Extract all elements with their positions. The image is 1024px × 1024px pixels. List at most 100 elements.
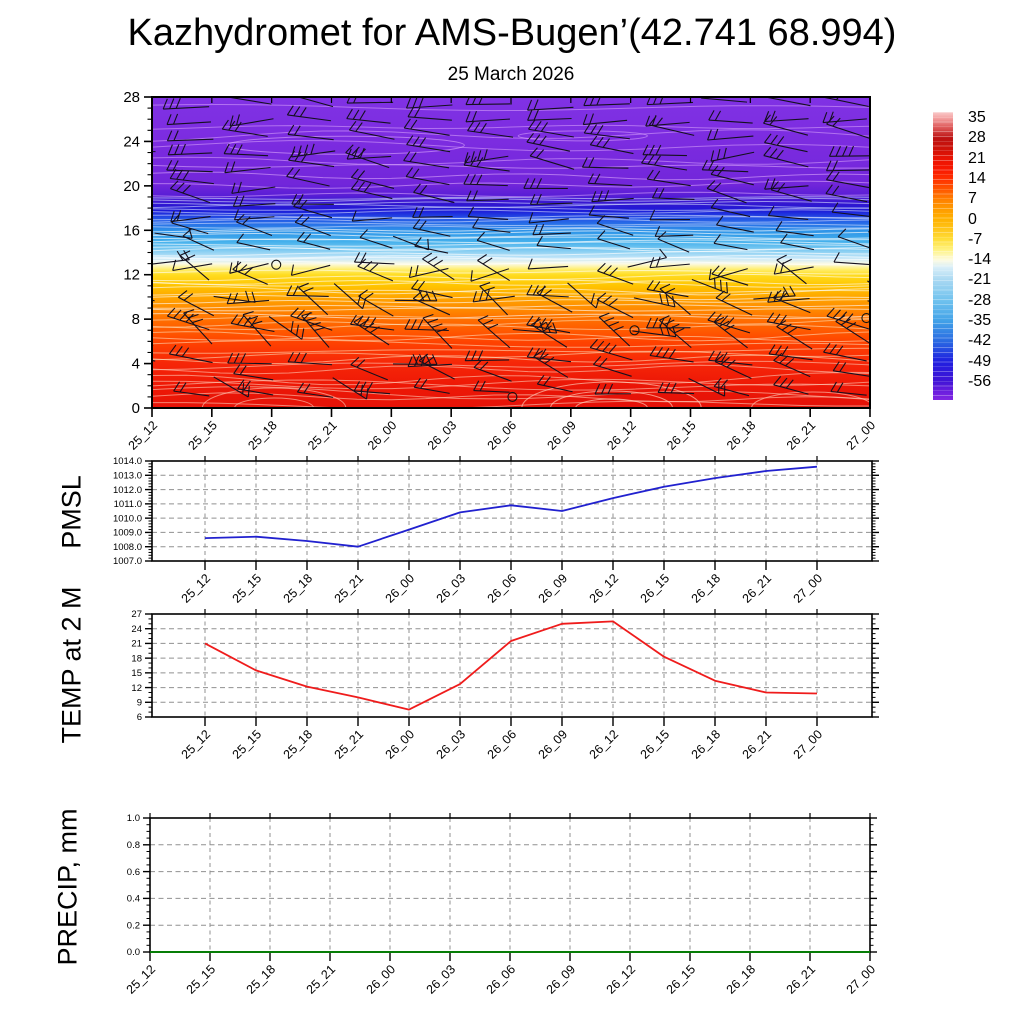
wind-barb: [166, 113, 211, 126]
wind-barb-tick: [405, 167, 413, 177]
wind-barb-tick: [669, 323, 680, 330]
wind-barb-staff: [345, 152, 390, 169]
y-axis-tick-label: 6: [137, 712, 142, 723]
wind-barb: [464, 350, 510, 362]
wind-barb: [770, 181, 812, 202]
wind-barb-tick: [602, 342, 611, 352]
wind-barb-tick: [471, 350, 477, 361]
wind-barb: [583, 123, 630, 140]
colorbar-labels: 35 28 21 14 7 0 -7 -14 -21 -28 -35 -42 -49 -56: [968, 110, 1024, 400]
wind-barb-tick: [235, 260, 239, 272]
wind-barb-staff: [632, 330, 677, 338]
wind-barb-staff: [826, 179, 870, 189]
wind-barb-tick: [303, 144, 309, 156]
wind-barb-tick: [417, 280, 425, 291]
wind-barb: [286, 167, 330, 187]
wind-barb-tick: [536, 193, 542, 205]
contour-line: [152, 273, 870, 282]
wind-barb: [358, 289, 394, 317]
wind-barb-tick: [112, 207, 116, 217]
wind-barb-tick: [657, 231, 667, 240]
wind-barb-tick: [180, 143, 186, 155]
wind-barb: [527, 258, 569, 270]
wind-barb-tick: [832, 309, 841, 319]
wind-barb-tick: [596, 214, 606, 224]
wind-barb: [567, 282, 600, 309]
x-axis-tick-label: 25_15: [230, 571, 265, 606]
wind-barb: [291, 193, 334, 205]
wind-barb-staff: [465, 118, 510, 123]
wind-barb-tick: [779, 355, 789, 364]
wind-barb-tick: [188, 227, 193, 239]
wind-barb-tick: [303, 287, 314, 293]
wind-barb-tick: [845, 313, 854, 323]
contour-line: [152, 222, 870, 227]
wind-barb-tick: [427, 256, 438, 263]
wind-barb-tick: [125, 346, 132, 355]
wind-barb-tick: [764, 133, 772, 143]
wind-barb-tick: [358, 319, 369, 327]
wind-barb-tick: [412, 97, 418, 108]
wind-barb: [414, 237, 449, 254]
x-axis-tick-label: 26_21: [784, 418, 819, 453]
wind-barb-tick: [166, 130, 173, 142]
wind-barb: [411, 279, 453, 299]
wind-barb-tick: [477, 254, 487, 261]
wind-barb-tick: [229, 115, 234, 127]
wind-barb: [231, 181, 276, 194]
wind-barb-tick: [293, 197, 302, 207]
wind-barb-tick: [726, 282, 728, 294]
wind-barb-tick: [473, 380, 480, 391]
wind-barb-staff: [710, 173, 754, 186]
wind-barb-tick: [358, 289, 368, 297]
contour-line: [152, 129, 870, 142]
y-axis-tick-label: 20: [123, 178, 140, 195]
wind-barb: [477, 315, 511, 349]
wind-barb: [526, 284, 569, 298]
wind-barb-tick: [590, 124, 597, 135]
wind-barb-tick: [414, 107, 421, 118]
wind-barb: [268, 316, 305, 340]
wind-barb-staff: [716, 224, 754, 233]
wind-barb-staff: [414, 245, 449, 254]
wind-barb-tick: [607, 383, 614, 395]
wind-barb-staff: [301, 315, 330, 348]
wind-barb-tick: [526, 347, 534, 358]
wind-barb: [294, 214, 331, 237]
wind-barb-tick: [351, 146, 360, 156]
wind-barb-tick: [295, 88, 302, 96]
wind-barb-tick: [431, 354, 438, 365]
contour-line: [152, 225, 870, 229]
wind-barb-staff: [152, 248, 153, 250]
wind-barb-tick: [532, 285, 539, 296]
wind-barb-tick: [653, 170, 661, 181]
wind-barb-staff: [170, 177, 214, 185]
wind-barb-tick: [773, 291, 779, 302]
wind-barb-tick: [114, 120, 121, 128]
wind-barb-tick: [582, 114, 588, 125]
wind-barb-tick: [708, 160, 715, 171]
wind-barb: [708, 268, 748, 281]
wind-barb-staff: [833, 261, 870, 266]
wind-barb-staff: [867, 280, 870, 284]
contour-line: [152, 259, 870, 266]
wind-barb-tick: [355, 122, 363, 132]
wind-barb-staff: [649, 354, 694, 363]
x-axis-tick-label: 26_09: [536, 571, 571, 606]
wind-barb-tick: [723, 147, 727, 159]
wind-barb-tick: [286, 285, 293, 296]
wind-barb-tick: [419, 185, 428, 195]
wind-barb-tick: [540, 122, 549, 132]
wind-barb-tick: [242, 216, 251, 225]
wind-barb: [710, 165, 754, 186]
wind-barb-tick: [527, 99, 533, 111]
wind-barb: [764, 178, 809, 190]
wind-barb-tick: [431, 290, 438, 302]
y-axis-tick-label: 24: [123, 133, 140, 150]
wind-barb: [237, 379, 274, 396]
wind-barb-tick: [115, 178, 118, 189]
cross-section-content: [112, 88, 905, 408]
wind-barb-tick: [903, 231, 905, 242]
wind-barb-staff: [288, 361, 333, 366]
wind-barb-tick: [120, 378, 127, 387]
